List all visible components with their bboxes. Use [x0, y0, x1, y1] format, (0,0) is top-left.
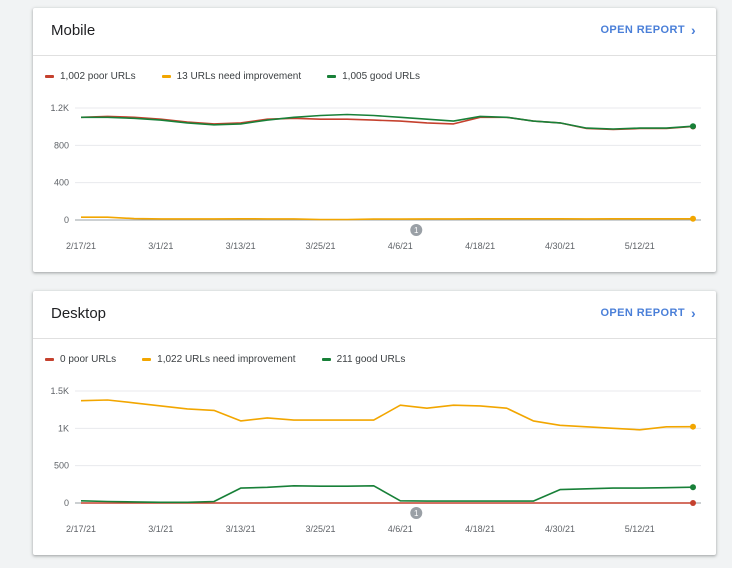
series-line: [80, 115, 694, 131]
desktop-card: Desktop OPEN REPORT › 0 poor URLs 1,022 …: [33, 291, 716, 555]
legend-item-needs-improvement[interactable]: 13 URLs need improvement: [161, 71, 302, 82]
series-line: [80, 399, 694, 431]
legend-swatch: [321, 358, 331, 361]
legend-label: 211 good URLs: [336, 354, 406, 365]
legend-label: 1,005 good URLs: [342, 71, 420, 82]
annotation-label: 1: [414, 509, 419, 518]
legend-label: 1,002 poor URLs: [60, 71, 136, 82]
x-tick-label: 4/30/21: [545, 524, 575, 534]
x-tick-label: 3/1/21: [148, 524, 173, 534]
y-tick-label: 1.2K: [50, 103, 69, 113]
x-tick-label: 3/1/21: [148, 241, 173, 251]
chevron-right-icon: ›: [690, 304, 696, 321]
series-end-point: [690, 484, 696, 491]
legend-swatch: [142, 358, 152, 361]
x-tick-label: 5/12/21: [625, 241, 655, 251]
x-tick-label: 2/17/21: [66, 241, 96, 251]
x-tick-label: 4/6/21: [388, 524, 413, 534]
y-tick-label: 0: [64, 215, 69, 225]
series-end-point: [690, 215, 696, 222]
x-tick-label: 4/18/21: [465, 241, 495, 251]
legend-item-poor[interactable]: 0 poor URLs: [45, 354, 116, 365]
x-tick-label: 3/25/21: [305, 524, 335, 534]
x-tick-label: 4/30/21: [545, 241, 575, 251]
x-tick-label: 2/17/21: [66, 524, 96, 534]
mobile-card-header: Mobile OPEN REPORT ›: [33, 8, 716, 56]
legend-swatch: [161, 75, 171, 78]
series-end-point: [690, 123, 696, 130]
chart-legend: 0 poor URLs 1,022 URLs need improvement …: [45, 354, 405, 365]
x-tick-label: 3/13/21: [226, 241, 256, 251]
annotation-label: 1: [414, 226, 419, 235]
x-tick-label: 4/6/21: [388, 241, 413, 251]
series-line: [80, 485, 694, 504]
y-tick-label: 1.5K: [50, 386, 69, 396]
legend-item-good[interactable]: 1,005 good URLs: [327, 71, 420, 82]
legend-label: 1,022 URLs need improvement: [157, 354, 296, 365]
y-tick-label: 800: [54, 140, 69, 150]
desktop-line-chart[interactable]: 0 500 1K 1.5K 2/17/21 3/1/21 3/13/21 3/25/21 4/6…: [33, 291, 716, 555]
y-tick-label: 400: [54, 178, 69, 188]
open-report-label: OPEN REPORT: [600, 307, 685, 319]
legend-item-poor[interactable]: 1,002 poor URLs: [45, 71, 136, 82]
legend-swatch: [45, 358, 54, 361]
y-tick-label: 500: [54, 461, 69, 471]
x-tick-label: 5/12/21: [625, 524, 655, 534]
mobile-card: Mobile OPEN REPORT › 1,002 poor URLs 13 …: [33, 8, 716, 272]
legend-label: 0 poor URLs: [60, 354, 117, 365]
legend-label: 13 URLs need improvement: [176, 71, 302, 82]
chevron-right-icon: ›: [690, 21, 696, 38]
y-tick-label: 1K: [58, 423, 69, 433]
card-title: Mobile: [51, 22, 96, 39]
series-end-point: [690, 423, 696, 430]
series-end-point: [690, 500, 696, 506]
desktop-card-header: Desktop OPEN REPORT ›: [33, 291, 716, 339]
open-report-label: OPEN REPORT: [600, 24, 685, 36]
annotation-marker: [410, 224, 423, 236]
x-tick-label: 4/18/21: [465, 524, 495, 534]
legend-item-good[interactable]: 211 good URLs: [321, 354, 406, 365]
mobile-line-chart[interactable]: 0 400 800 1.2K 2/17/21 3/1/21 3/13/21 3/25/21 4/…: [33, 8, 716, 272]
annotation-marker: [410, 507, 423, 519]
series-line: [81, 216, 693, 221]
open-report-button[interactable]: OPEN REPORT ›: [600, 21, 696, 38]
x-tick-label: 3/25/21: [305, 241, 335, 251]
x-tick-label: 3/13/21: [226, 524, 256, 534]
legend-swatch: [327, 75, 337, 78]
legend-swatch: [45, 75, 54, 78]
legend-item-needs-improvement[interactable]: 1,022 URLs need improvement: [142, 354, 296, 365]
chart-legend: 1,002 poor URLs 13 URLs need improvement…: [45, 71, 420, 82]
y-tick-label: 0: [64, 498, 69, 508]
series-line: [81, 113, 694, 130]
open-report-button[interactable]: OPEN REPORT ›: [600, 304, 696, 321]
card-title: Desktop: [51, 305, 107, 322]
